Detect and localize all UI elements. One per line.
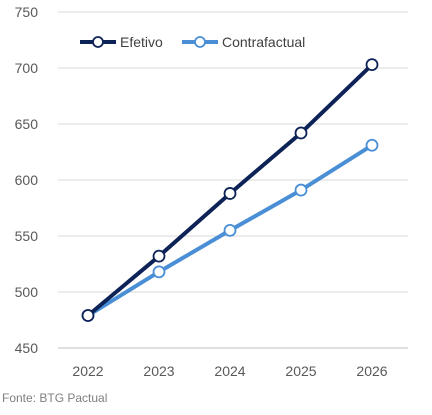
- source-note: Fonte: BTG Pactual: [2, 391, 108, 405]
- y-tick-label: 500: [15, 284, 39, 300]
- data-point-efetivo: [223, 187, 237, 200]
- y-tick-label: 650: [15, 116, 39, 132]
- x-tick-label: 2026: [356, 363, 387, 379]
- x-tick-label: 2025: [285, 363, 316, 379]
- legend-marker-efetivo: [92, 36, 104, 48]
- legend-label-efetivo: Efetivo: [120, 34, 163, 50]
- y-tick-label: 750: [15, 4, 39, 20]
- data-point-efetivo: [294, 126, 308, 140]
- y-tick-label: 450: [15, 340, 39, 356]
- x-tick-label: 2023: [143, 363, 174, 379]
- x-axis-tick-labels: 2022 2023 2024 2025 2026: [72, 363, 387, 379]
- data-point-efetivo: [365, 58, 379, 72]
- data-point-efetivo: [81, 309, 95, 322]
- y-tick-label: 550: [15, 228, 39, 244]
- data-point-efetivo: [152, 249, 166, 263]
- y-tick-label: 600: [15, 172, 39, 188]
- gridlines: [58, 11, 408, 349]
- y-tick-label: 700: [15, 60, 39, 76]
- x-tick-label: 2024: [214, 363, 245, 379]
- data-point-contrafactual: [152, 265, 166, 279]
- x-tick-label: 2022: [72, 363, 103, 379]
- legend-marker-contrafactual: [194, 36, 206, 48]
- legend: Efetivo Contrafactual: [80, 34, 305, 50]
- legend-label-contrafactual: Contrafactual: [222, 34, 305, 50]
- data-point-contrafactual: [223, 223, 237, 237]
- y-axis-tick-labels: 450 500 550 600 650 700 750: [15, 4, 39, 356]
- data-point-contrafactual: [365, 138, 379, 152]
- data-point-contrafactual: [294, 183, 308, 197]
- series-lines: [81, 58, 379, 322]
